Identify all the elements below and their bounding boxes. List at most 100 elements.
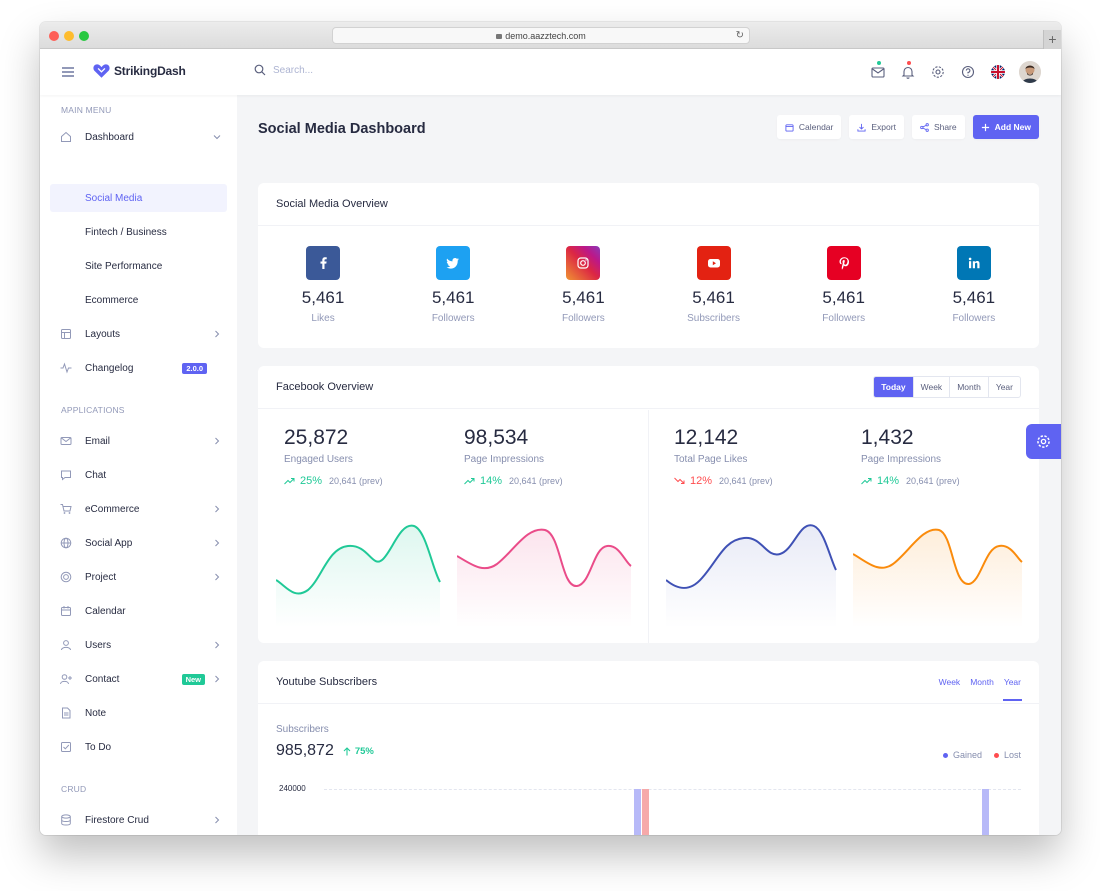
close-window-button[interactable] (49, 31, 59, 41)
facebook-icon (306, 246, 341, 280)
subscribers-value: 985,872 (276, 742, 334, 759)
period-tabs: Week Month Year (929, 677, 1022, 701)
minimize-window-button[interactable] (64, 31, 74, 41)
chevron-down-icon (213, 135, 221, 140)
menu-toggle-icon[interactable] (62, 67, 74, 77)
sidebar-item-email[interactable]: Email (50, 427, 227, 455)
crud-title: CRUD (61, 784, 87, 794)
sidebar-label: Users (85, 639, 112, 651)
bar-gained (982, 789, 989, 835)
sidebar-item-calendar[interactable]: Calendar (50, 597, 227, 625)
settings-button[interactable] (923, 61, 953, 83)
stat-label: Likes (311, 313, 335, 324)
sidebar-item-dashboard[interactable]: Dashboard (50, 123, 227, 151)
stat-value: 5,461 (301, 288, 345, 307)
cart-icon (60, 504, 72, 514)
bell-icon (901, 66, 915, 79)
main-content: Social Media Dashboard Calendar Export S… (237, 95, 1061, 835)
period-week[interactable]: Week (938, 677, 961, 687)
message-button[interactable] (863, 61, 893, 83)
notification-button[interactable] (893, 61, 923, 83)
target-icon (60, 571, 72, 583)
sidebar-item-todo[interactable]: To Do (50, 733, 227, 761)
sidebar-item-changelog[interactable]: Changelog 2.0.0 (50, 354, 227, 382)
add-new-button[interactable]: Add New (972, 115, 1039, 139)
notification-badge (907, 61, 911, 65)
period-year[interactable]: Year (1002, 677, 1022, 701)
sidebar-label: Social App (85, 537, 133, 549)
period-today[interactable]: Today (874, 377, 913, 397)
help-button[interactable] (953, 61, 983, 83)
sidebar-item-chat[interactable]: Chat (50, 461, 227, 489)
customizer-settings-button[interactable] (1026, 424, 1061, 459)
facebook-overview-card: Facebook Overview Today Week Month Year … (258, 366, 1039, 643)
growth-indicator: 14% 20,641 (prev) (861, 475, 960, 487)
grid-line (324, 789, 1021, 790)
social-stat-facebook: 5,461 Likes (263, 246, 383, 324)
card-header: Social Media Overview (258, 183, 1039, 226)
period-year[interactable]: Year (987, 377, 1020, 397)
reload-icon[interactable]: ↻ (735, 30, 744, 41)
sidebar-item-fintech[interactable]: Fintech / Business (50, 218, 227, 246)
card-title: Facebook Overview (276, 381, 374, 393)
language-button[interactable] (983, 61, 1013, 83)
subscribers-growth: 75% (354, 745, 374, 757)
sidebar-item-ecommerce[interactable]: eCommerce (50, 495, 227, 523)
trend-up-icon (284, 478, 295, 485)
total-page-likes-stat: 12,142 Total Page Likes 12% 20,641 (prev… (674, 426, 773, 487)
share-button[interactable]: Share (911, 115, 965, 139)
heart-logo-icon (93, 64, 110, 78)
lock-icon (496, 34, 503, 39)
bar-gained (634, 789, 641, 835)
sidebar-item-social-media[interactable]: Social Media (50, 184, 227, 212)
sidebar-item-site-performance[interactable]: Site Performance (50, 252, 227, 280)
period-week[interactable]: Week (912, 377, 950, 397)
calendar-button[interactable]: Calendar (776, 115, 842, 139)
period-month[interactable]: Month (970, 677, 994, 687)
subscribers-summary: 985,872 75% (276, 742, 374, 760)
stat-label: Followers (822, 313, 866, 324)
browser-window: demo.aazztech.com ↻ + StrikingDash (40, 22, 1061, 835)
add-new-button-label: Add New (994, 122, 1031, 132)
sidebar-item-ecommerce-dashboard[interactable]: Ecommerce (50, 286, 227, 314)
growth-indicator: 14% 20,641 (prev) (464, 475, 563, 487)
stat-value: 5,461 (431, 288, 475, 307)
app-logo[interactable]: StrikingDash (93, 63, 186, 79)
header-actions (863, 61, 1041, 83)
sidebar-item-layouts[interactable]: Layouts (50, 320, 227, 348)
sidebar-label: Firestore Crud (85, 814, 149, 826)
bar-lost (642, 789, 649, 835)
file-icon (62, 707, 71, 719)
sidebar-item-users[interactable]: Users (50, 631, 227, 659)
sidebar-item-project[interactable]: Project (50, 563, 227, 591)
address-bar[interactable]: demo.aazztech.com ↻ (332, 27, 750, 44)
chevron-right-icon (215, 816, 220, 824)
social-stat-youtube: 5,461 Subscribers (654, 246, 774, 324)
sidebar-item-firestore-crud[interactable]: Firestore Crud (50, 806, 227, 834)
chevron-right-icon (215, 573, 220, 581)
page-impressions-stat: 98,534 Page Impressions 14% 20,641 (prev… (464, 426, 563, 487)
stat-label: Followers (561, 313, 605, 324)
period-month[interactable]: Month (949, 377, 988, 397)
sidebar-item-social-app[interactable]: Social App (50, 529, 227, 557)
social-stat-linkedin: 5,461 Followers (914, 246, 1034, 324)
period-switcher: Today Week Month Year (873, 376, 1021, 398)
app-name: StrikingDash (114, 64, 186, 78)
growth-percent: 14% (877, 475, 900, 487)
stat-label: Followers (431, 313, 475, 324)
search-input[interactable] (273, 64, 473, 76)
maximize-window-button[interactable] (79, 31, 89, 41)
legend-label: Lost (1003, 750, 1021, 760)
stat-label: Followers (952, 313, 996, 324)
sidebar-item-note[interactable]: Note (50, 699, 227, 727)
engaged-users-sparkline (276, 524, 441, 628)
export-button[interactable]: Export (849, 115, 904, 139)
calendar-icon (61, 606, 71, 616)
new-tab-button[interactable]: + (1043, 30, 1061, 49)
sidebar-label: Project (85, 571, 117, 583)
stat-value: 5,461 (822, 288, 865, 307)
sidebar-label: eCommerce (85, 503, 140, 515)
sidebar-item-contact[interactable]: Contact New (50, 665, 227, 693)
layout-icon (61, 329, 71, 339)
user-avatar[interactable] (1019, 61, 1041, 83)
